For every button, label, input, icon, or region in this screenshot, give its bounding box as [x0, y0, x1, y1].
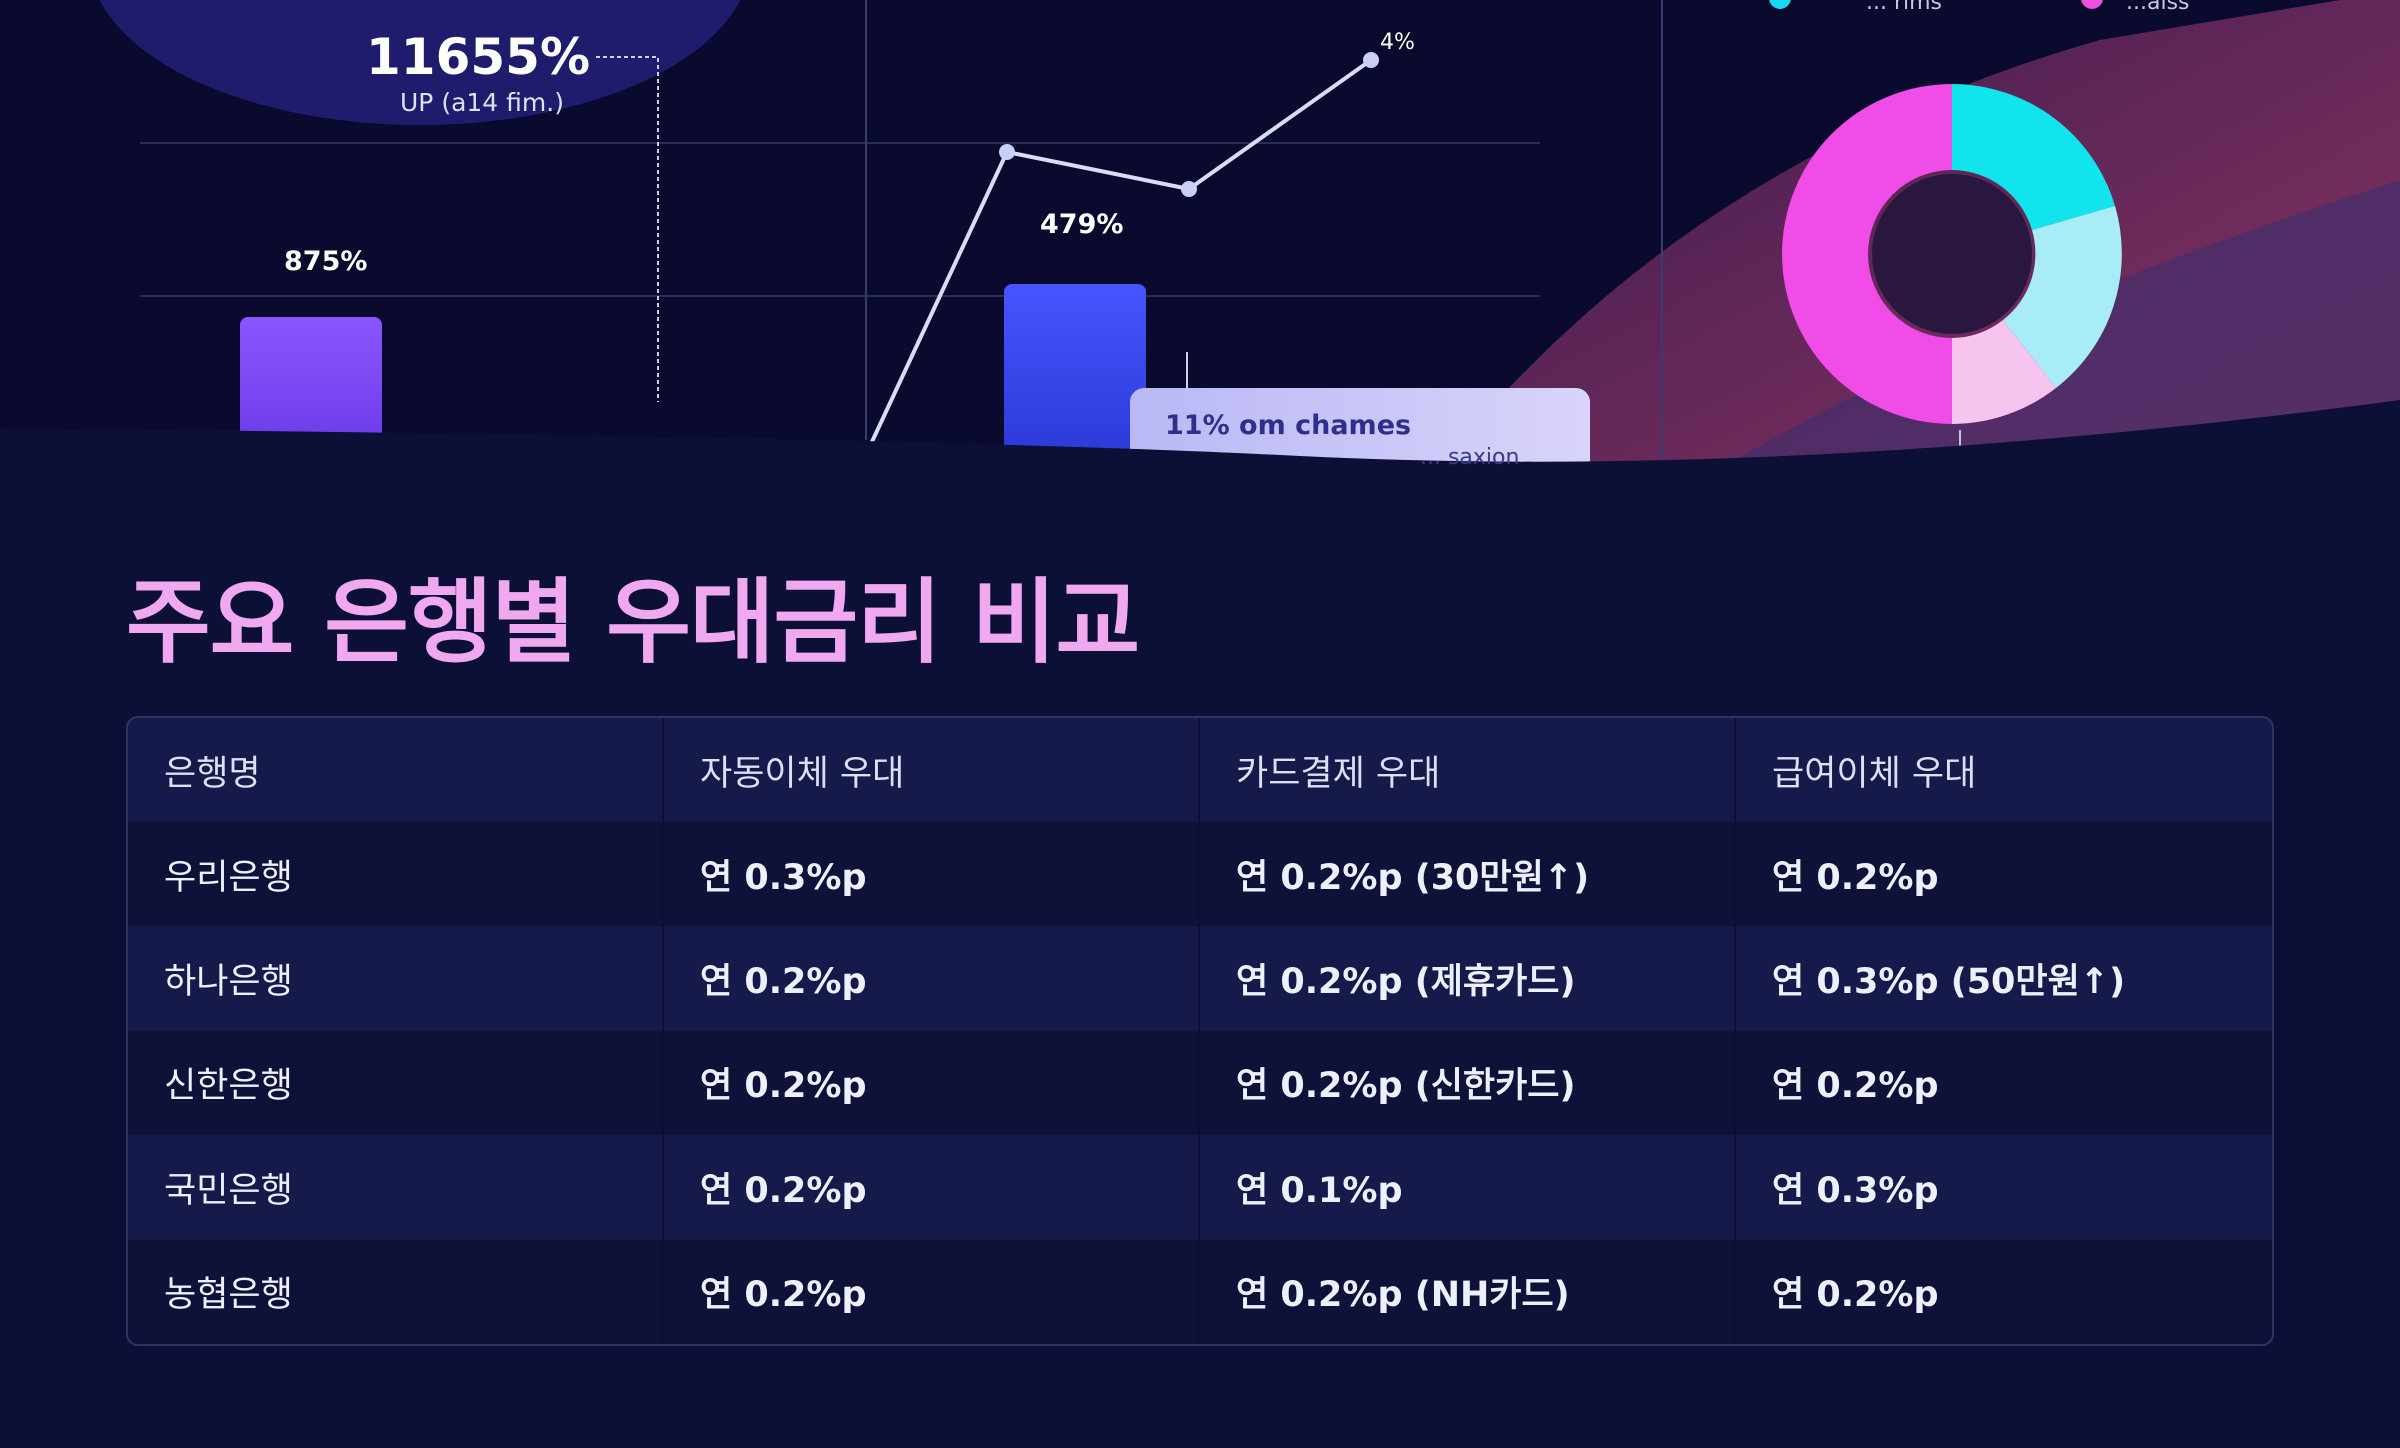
hero-big-sub: UP (a14 fim.) [400, 88, 564, 117]
header-card-payment: 카드결제 우대 [1200, 718, 1736, 822]
table-row: 신한은행 연 0.2%p 연 0.2%p (신한카드) 연 0.2%p [128, 1030, 2272, 1136]
salary-transfer-rate: 연 0.2%p [1772, 1066, 1939, 1107]
table-row: 하나은행 연 0.2%p 연 0.2%p (제휴카드) 연 0.3%p (50만… [128, 926, 2272, 1031]
legend-text-2: ...aiss [2126, 0, 2190, 15]
header-bank: 은행명 [128, 718, 664, 822]
card-payment-rate: 연 0.2%p (30만원↑) [1200, 822, 1736, 927]
card-payment-rate: 연 0.2%p (NH카드) [1200, 1239, 1736, 1344]
bar2-label: 479% [1040, 209, 1124, 240]
hero-illustration: 11655% UP (a14 fim.) 875% 479% 4% 11% om… [0, 0, 2400, 480]
trend-line [868, 58, 1373, 447]
header-salary-transfer: 급여이체 우대 [1772, 753, 1977, 794]
donut-chart [1782, 84, 2122, 424]
legend-dot-pink [2081, 0, 2103, 9]
bank-name: 우리은행 [128, 822, 664, 927]
hero-graphic [0, 0, 2400, 480]
point-label: 4% [1380, 30, 1415, 55]
card-payment-rate: 연 0.2%p (신한카드) [1200, 1030, 1736, 1136]
wave-divider [0, 400, 2400, 480]
table-header-row: 은행명 자동이체 우대 카드결제 우대 급여이체 우대 [128, 718, 2272, 822]
bank-name: 신한은행 [128, 1030, 664, 1136]
salary-transfer-rate: 연 0.2%p [1772, 857, 1939, 898]
table-row: 농협은행 연 0.2%p 연 0.2%p (NH카드) 연 0.2%p [128, 1239, 2272, 1344]
bank-name: 하나은행 [128, 926, 664, 1031]
hero-big-value: 11655% [366, 28, 591, 86]
auto-transfer-rate: 연 0.2%p [664, 1135, 1200, 1240]
auto-transfer-rate: 연 0.2%p [664, 1030, 1200, 1136]
header-auto-transfer: 자동이체 우대 [664, 718, 1200, 822]
auto-transfer-rate: 연 0.2%p [664, 1239, 1200, 1344]
salary-transfer-rate: 연 0.3%p (50만원↑) [1772, 962, 2126, 1003]
card-line1: 11% om chames [1165, 410, 1412, 441]
glow-blob [99, 0, 741, 125]
salary-transfer-rate: 연 0.3%p [1772, 1170, 1939, 1211]
bar1-label: 875% [284, 246, 368, 277]
page-title: 주요 은행별 우대금리 비교 [126, 569, 1140, 676]
card-payment-rate: 연 0.1%p [1200, 1135, 1736, 1240]
rate-comparison-table: 은행명 자동이체 우대 카드결제 우대 급여이체 우대 우리은행 연 0.3%p… [126, 716, 2274, 1346]
card-payment-rate: 연 0.2%p (제휴카드) [1200, 926, 1736, 1031]
table-row: 우리은행 연 0.3%p 연 0.2%p (30만원↑) 연 0.2%p [128, 822, 2272, 927]
bank-name: 국민은행 [128, 1135, 664, 1240]
bar-479 [1004, 284, 1146, 454]
auto-transfer-rate: 연 0.3%p [664, 822, 1200, 927]
salary-transfer-rate: 연 0.2%p [1772, 1275, 1939, 1316]
table-row: 국민은행 연 0.2%p 연 0.1%p 연 0.3%p [128, 1135, 2272, 1240]
auto-transfer-rate: 연 0.2%p [664, 926, 1200, 1031]
legend-dot-cyan [1769, 0, 1791, 9]
bank-name: 농협은행 [128, 1239, 664, 1344]
bar-875 [240, 317, 382, 457]
card-line2: ... saxion [1420, 445, 1520, 470]
legend-text-1: ... rims [1866, 0, 1943, 15]
